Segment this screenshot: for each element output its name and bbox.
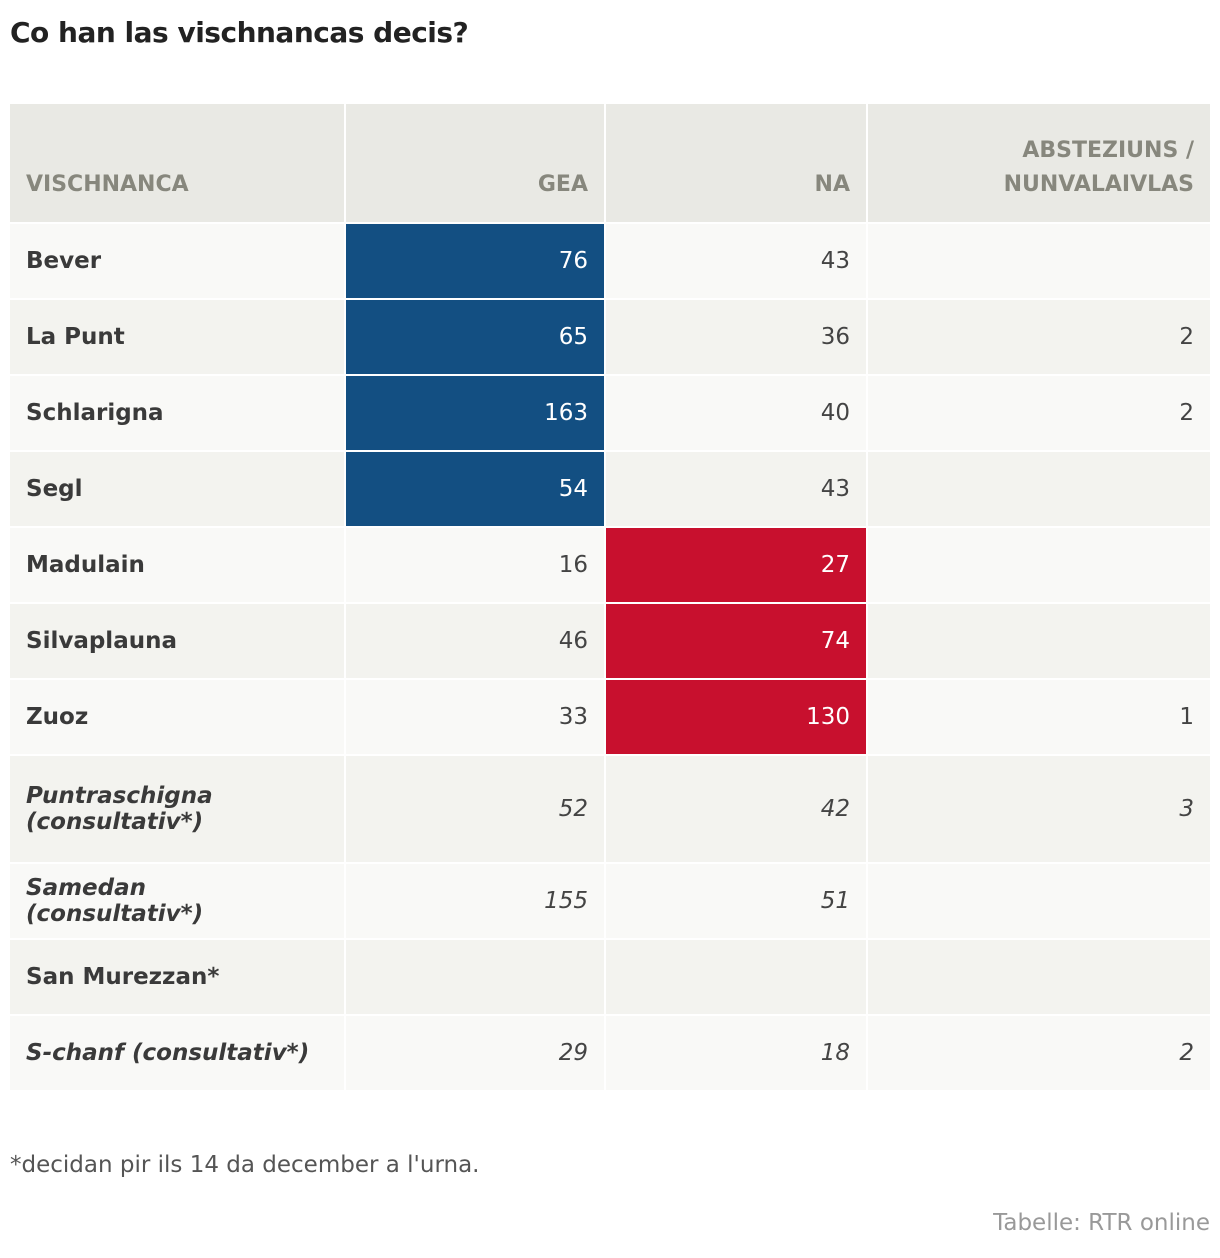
na-cell: 43 <box>605 223 868 300</box>
absteziuns-cell <box>867 603 1210 680</box>
na-cell: 43 <box>605 451 868 528</box>
name-cell: San Murezzan* <box>10 939 346 1016</box>
name-cell: Silvaplauna <box>10 603 346 680</box>
table-row: La Punt 65 36 2 <box>10 299 1210 376</box>
absteziuns-cell: 3 <box>867 755 1210 864</box>
name-cell: Puntraschigna (consultativ*) <box>10 755 346 864</box>
header-na[interactable]: NA <box>605 104 868 224</box>
gea-cell: 29 <box>345 1015 606 1092</box>
gea-cell: 46 <box>345 603 606 680</box>
table-row: Bever 76 43 <box>10 223 1210 300</box>
header-vischnanca[interactable]: VISCHNANCA <box>10 104 346 224</box>
table-row: Zuoz 33 130 1 <box>10 679 1210 756</box>
name-cell: Madulain <box>10 527 346 604</box>
name-cell: Segl <box>10 451 346 528</box>
gea-cell: 155 <box>345 863 606 940</box>
table-row: Schlarigna 163 40 2 <box>10 375 1210 452</box>
absteziuns-cell <box>867 527 1210 604</box>
absteziuns-cell: 2 <box>867 299 1210 376</box>
table-row: S-chanf (consultativ*) 29 18 2 <box>10 1015 1210 1092</box>
header-absteziuns[interactable]: ABSTEZIUNS / NUNVALAIVLAS <box>867 104 1210 224</box>
absteziuns-cell: 2 <box>867 375 1210 452</box>
name-cell: S-chanf (consultativ*) <box>10 1015 346 1092</box>
table-row: San Murezzan* <box>10 939 1210 1016</box>
na-cell: 18 <box>605 1015 868 1092</box>
name-cell: Bever <box>10 223 346 300</box>
source-credit: Tabelle: RTR online <box>993 1210 1210 1236</box>
table-row: Puntraschigna (consultativ*) 52 42 3 <box>10 755 1210 864</box>
header-row: VISCHNANCA GEA NA ABSTEZIUNS / NUNVALAIVL… <box>10 104 1210 224</box>
gea-cell: 52 <box>345 755 606 864</box>
table-row: Silvaplauna 46 74 <box>10 603 1210 680</box>
gea-cell: 76 <box>345 223 606 300</box>
results-table: VISCHNANCA GEA NA ABSTEZIUNS / NUNVALAIVL… <box>10 104 1210 1092</box>
name-cell: Samedan (consultativ*) <box>10 863 346 940</box>
absteziuns-cell <box>867 939 1210 1016</box>
name-cell: Zuoz <box>10 679 346 756</box>
na-cell: 40 <box>605 375 868 452</box>
footnote: *decidan pir ils 14 da december a l'urna… <box>10 1152 480 1178</box>
gea-cell: 163 <box>345 375 606 452</box>
gea-cell: 54 <box>345 451 606 528</box>
absteziuns-cell: 2 <box>867 1015 1210 1092</box>
na-cell: 27 <box>605 527 868 604</box>
gea-cell: 33 <box>345 679 606 756</box>
na-cell: 36 <box>605 299 868 376</box>
table-row: Samedan (consultativ*) 155 51 <box>10 863 1210 940</box>
gea-cell: 65 <box>345 299 606 376</box>
gea-cell: 16 <box>345 527 606 604</box>
na-cell: 42 <box>605 755 868 864</box>
table-title: Co han las vischnancas decis? <box>10 16 469 49</box>
na-cell: 74 <box>605 603 868 680</box>
name-cell: La Punt <box>10 299 346 376</box>
na-cell: 130 <box>605 679 868 756</box>
na-cell <box>605 939 868 1016</box>
absteziuns-cell <box>867 451 1210 528</box>
table-row: Madulain 16 27 <box>10 527 1210 604</box>
absteziuns-cell <box>867 863 1210 940</box>
table-row: Segl 54 43 <box>10 451 1210 528</box>
na-cell: 51 <box>605 863 868 940</box>
name-cell: Schlarigna <box>10 375 346 452</box>
absteziuns-cell: 1 <box>867 679 1210 756</box>
gea-cell <box>345 939 606 1016</box>
absteziuns-cell <box>867 223 1210 300</box>
header-gea[interactable]: GEA <box>345 104 606 224</box>
